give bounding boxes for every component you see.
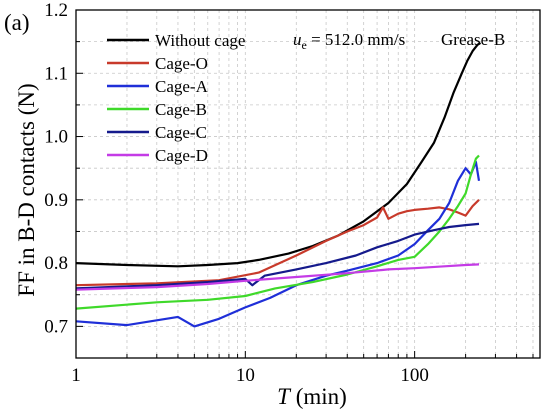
series-line-4 [75,222,480,290]
y-tick-label: 0.9 [44,190,68,211]
legend-label-2: Cage-A [155,77,209,96]
x-tick-label: 100 [400,365,429,386]
y-tick-label: 0.7 [44,316,68,337]
y-tick-label: 1.1 [44,63,68,84]
series-line-5 [75,263,480,291]
speed-subscript: e [302,38,307,52]
series-line-0 [75,41,482,268]
x-tick-label: 1 [71,365,81,386]
legend-label-4: Cage-C [155,123,207,142]
legend-label-1: Cage-O [155,54,208,73]
plot-frame [75,9,541,359]
speed-annotation: ue = 512.0 mm/s [293,30,405,52]
series-line-2 [75,160,481,328]
axis-ticks: 1 10 100 0.7 0.8 0.9 1.0 1.1 1.2 [44,0,534,386]
legend: Without cage Cage-O Cage-A Cage-B Cage-C Cage… [107,31,245,165]
y-axis-title: FF in B-D contacts (N) [14,83,39,296]
x-axis-title: T (min) [277,384,347,409]
y-tick-label: 1.0 [44,127,68,148]
speed-symbol: u [293,30,302,49]
legend-label-5: Cage-D [155,146,208,165]
y-tick-label: 1.2 [44,0,68,21]
speed-value: = 512.0 mm/s [307,30,405,49]
legend-label-0: Without cage [155,31,245,50]
panel-label: (a) [4,10,30,35]
series-line-3 [75,154,480,310]
grease-annotation: Grease-B [441,30,505,49]
x-axis-title-italic: T [277,384,292,409]
legend-label-3: Cage-B [155,100,207,119]
x-tick-label: 10 [236,365,255,386]
series-layer [75,41,482,328]
x-axis-title-unit: (min) [290,384,347,409]
y-tick-label: 0.8 [44,253,68,274]
